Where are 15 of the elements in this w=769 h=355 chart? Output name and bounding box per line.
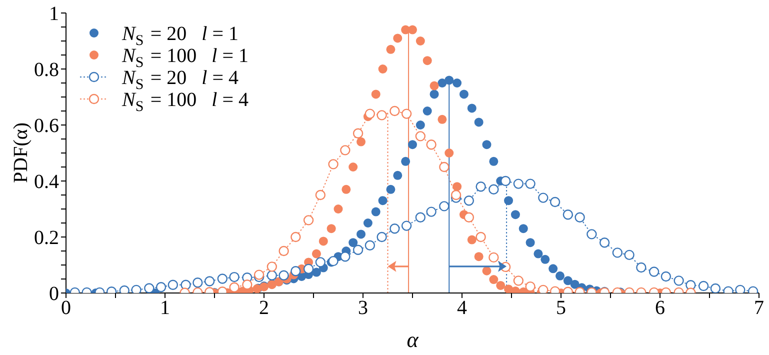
- x-tick-label: 1: [160, 297, 170, 320]
- x-tick-label: 2: [259, 297, 269, 320]
- x-tick-label: 4: [457, 297, 467, 320]
- y-tick-label: 0.4: [34, 171, 59, 194]
- y-tick-label: 0.8: [34, 59, 59, 82]
- x-tick-label: 5: [556, 297, 566, 320]
- y-axis-title: PDF(α): [10, 122, 32, 183]
- y-tick-label: 1: [49, 3, 59, 26]
- y-tick-label: 0.2: [34, 227, 59, 250]
- x-tick-label: 3: [358, 297, 368, 320]
- x-tick-label: 6: [655, 297, 665, 320]
- x-tick-label: 7: [754, 297, 764, 320]
- y-tick-label: 0.6: [34, 115, 59, 138]
- y-tick-label: 0: [49, 283, 59, 306]
- x-axis-title: α: [406, 327, 419, 352]
